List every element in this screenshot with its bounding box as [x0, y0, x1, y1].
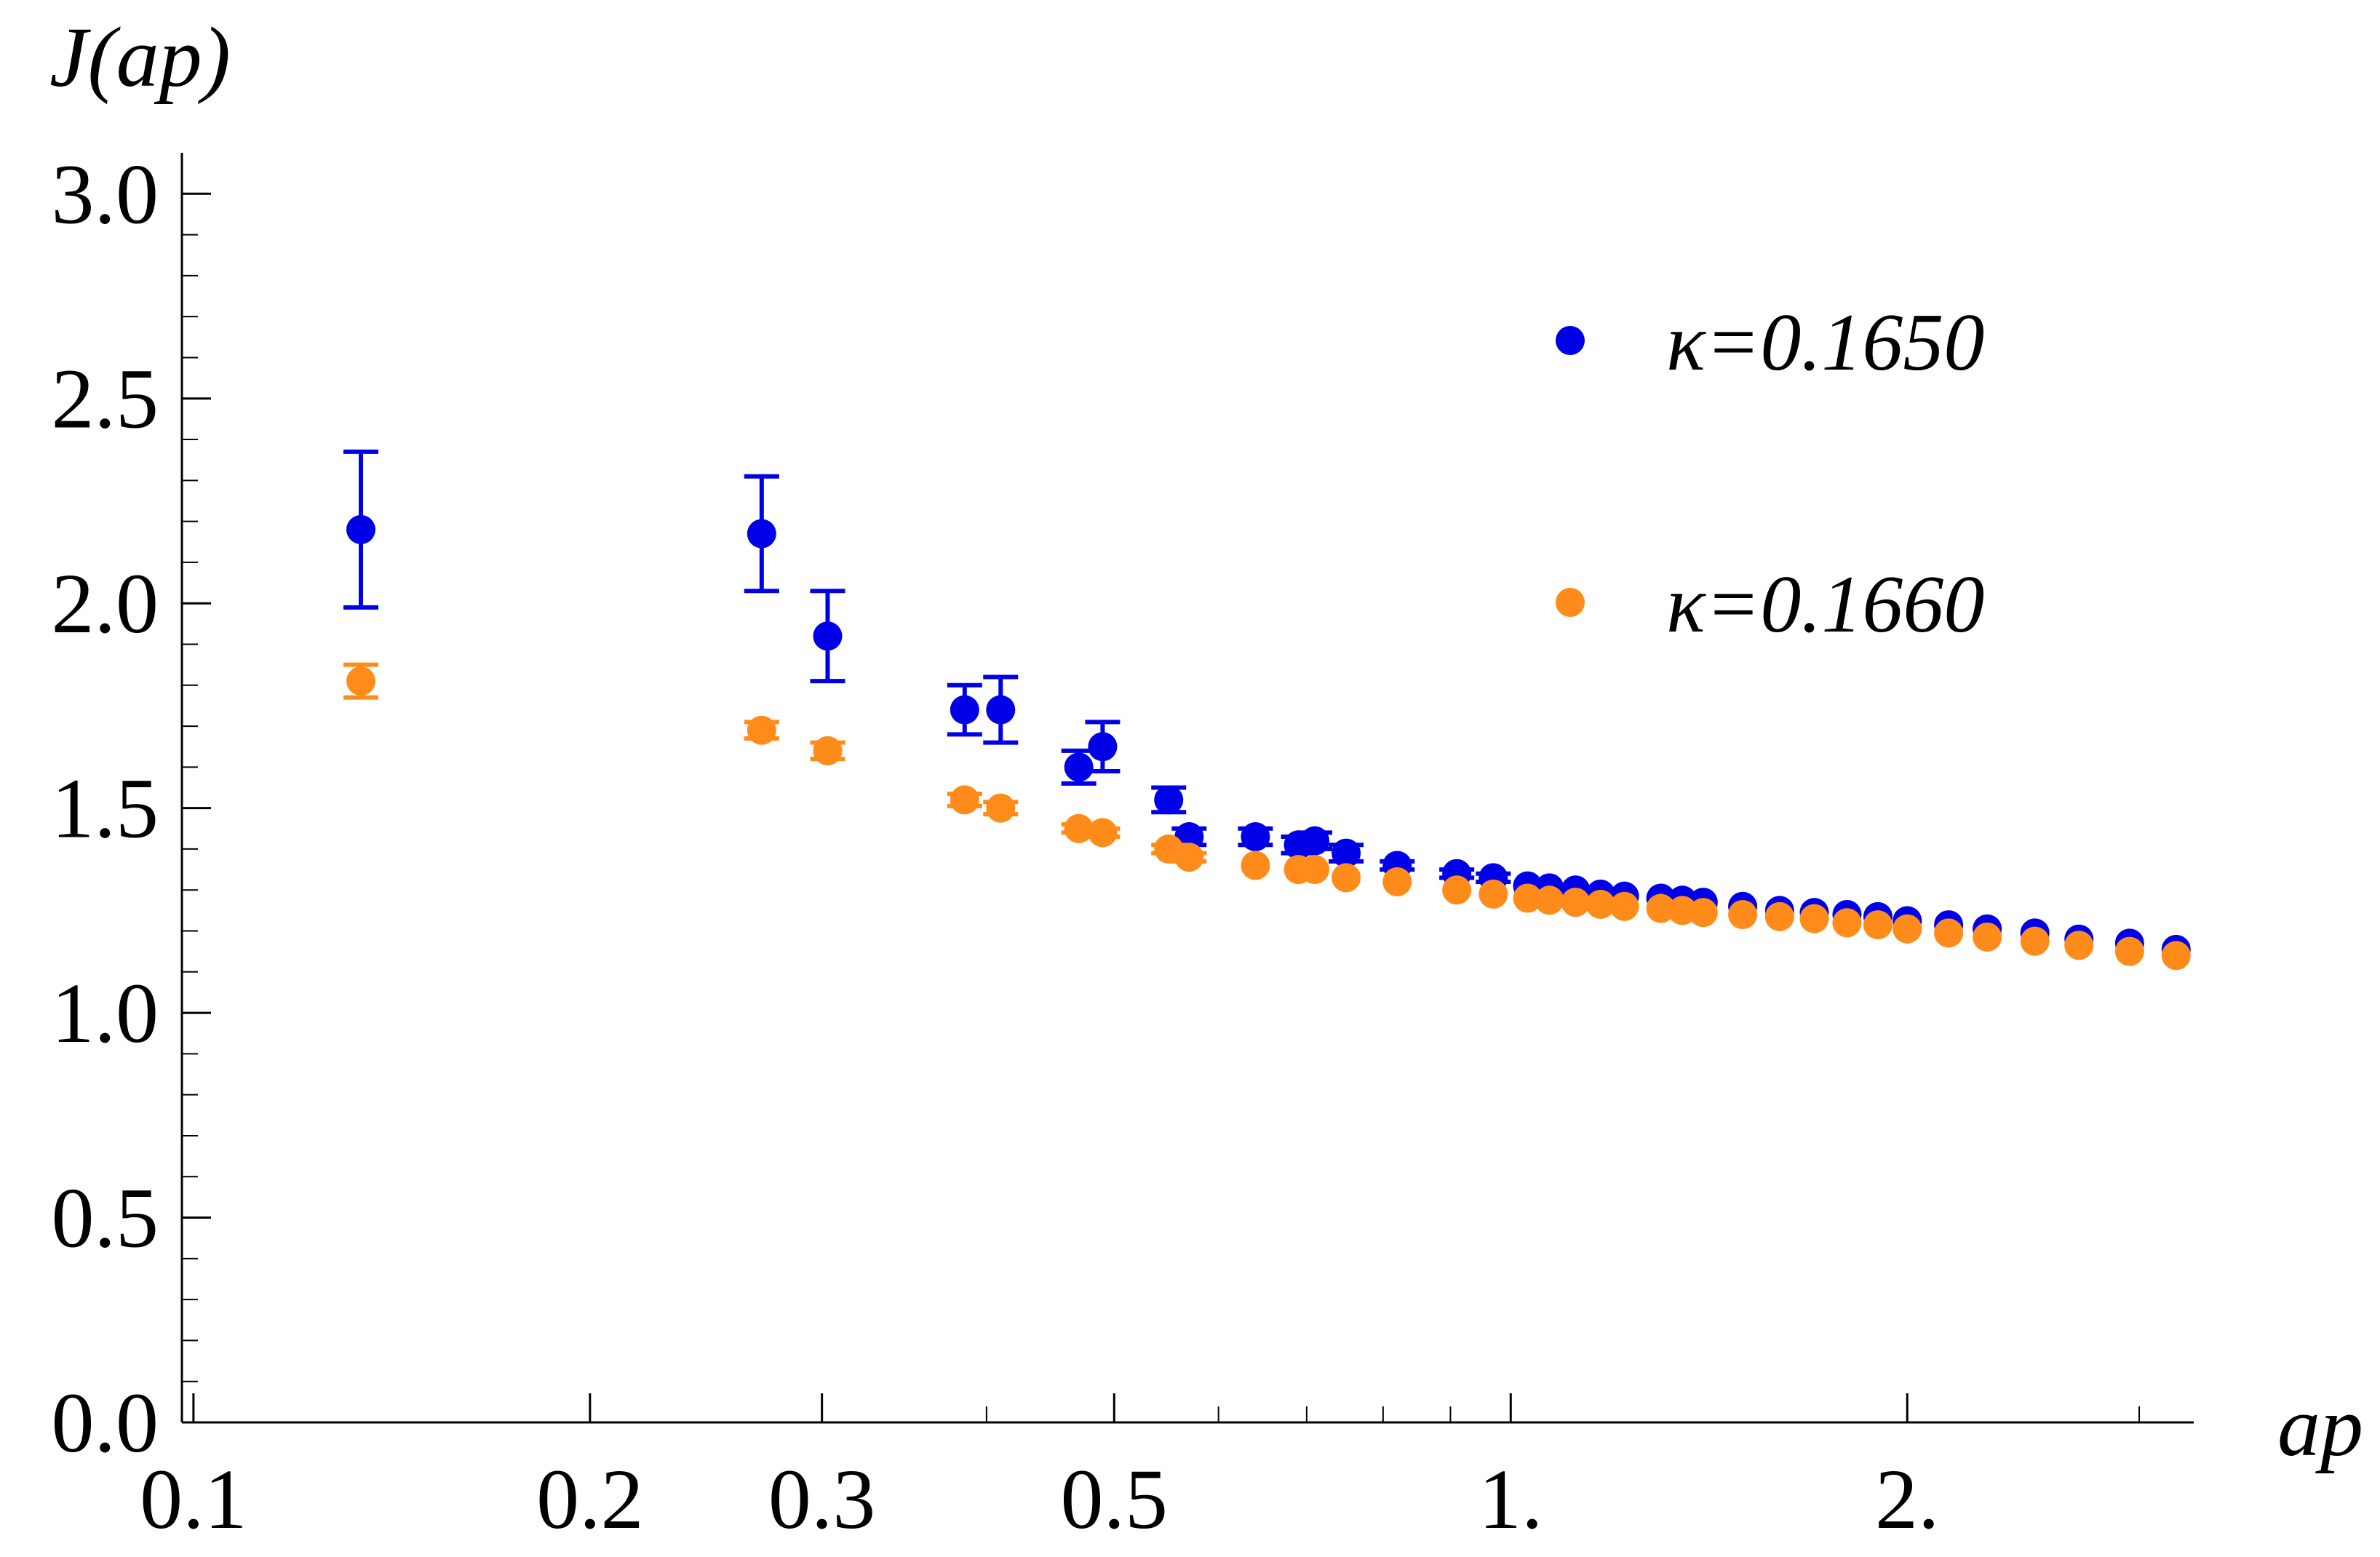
data-point: [2064, 931, 2094, 960]
y-tick-label: 1.0: [52, 965, 159, 1061]
data-point: [1688, 898, 1718, 928]
data-point: [2020, 926, 2050, 956]
series-layer: [343, 449, 2191, 971]
data-point: [1585, 889, 1615, 919]
data-point: [346, 514, 375, 544]
data-point: [1535, 885, 1564, 915]
data-point: [813, 621, 843, 651]
data-point: [1609, 891, 1639, 921]
data-point: [1300, 826, 1330, 856]
data-point: [1332, 863, 1361, 893]
ticks: 0.0 0.5 1.0 1.5 2.0 2.5 3.0 0.1 0.2 0.3 0.5 1. 2.: [52, 146, 2141, 1547]
data-point: [986, 695, 1016, 725]
x-tick-label: 2.: [1875, 1452, 1940, 1547]
data-point: [2114, 936, 2144, 966]
data-point: [986, 793, 1016, 823]
data-point: [1241, 822, 1270, 852]
legend-label: κ=0.1650: [1666, 298, 1984, 388]
x-tick-label: 0.2: [536, 1452, 644, 1547]
data-point: [1478, 879, 1508, 909]
data-point: [1154, 785, 1184, 815]
data-point: [1088, 818, 1118, 848]
data-point: [1893, 914, 1922, 944]
series-1: [343, 449, 2191, 964]
y-tick-label: 3.0: [52, 146, 159, 242]
x-tick-label: 0.3: [768, 1452, 876, 1547]
data-point: [346, 666, 375, 696]
data-point: [1064, 752, 1094, 782]
x-tick-label: 0.1: [140, 1452, 247, 1547]
y-tick-label: 0.5: [52, 1171, 159, 1266]
y-tick-label: 2.0: [52, 556, 159, 651]
data-point: [747, 715, 776, 745]
data-point: [1764, 901, 1794, 931]
y-tick-label: 0.0: [52, 1375, 159, 1470]
x-axis-title: ap: [2277, 1379, 2363, 1474]
legend-label: κ=0.1660: [1666, 560, 1984, 650]
data-point: [1088, 732, 1118, 762]
series-2: [343, 662, 2191, 971]
data-point: [1863, 910, 1893, 940]
data-point: [1174, 843, 1204, 872]
data-point: [1799, 904, 1829, 933]
data-point: [1561, 888, 1591, 917]
data-point: [1332, 838, 1361, 868]
data-point: [813, 736, 843, 765]
x-tick-label: 1.: [1478, 1452, 1543, 1547]
legend: κ=0.1650 κ=0.1660: [1556, 298, 1984, 650]
x-tick-label: 0.5: [1061, 1452, 1169, 1547]
legend-marker: [1556, 588, 1585, 617]
data-point: [1300, 855, 1330, 885]
data-point: [1382, 867, 1412, 896]
data-point: [1646, 893, 1676, 923]
data-point: [1241, 851, 1270, 880]
data-point: [950, 785, 979, 815]
data-point: [2161, 941, 2191, 971]
legend-marker: [1556, 326, 1585, 355]
data-point: [747, 519, 776, 549]
y-tick-label: 1.5: [52, 761, 159, 856]
data-point: [1832, 908, 1862, 938]
data-point: [1973, 922, 2002, 952]
data-point: [1934, 918, 1964, 948]
data-point: [1728, 900, 1758, 929]
y-tick-label: 2.5: [52, 351, 159, 447]
data-point: [1513, 883, 1543, 913]
axes: [180, 153, 2194, 1424]
y-axis-title: J(ap): [49, 9, 231, 105]
data-point: [950, 695, 979, 725]
data-point: [1442, 875, 1472, 905]
